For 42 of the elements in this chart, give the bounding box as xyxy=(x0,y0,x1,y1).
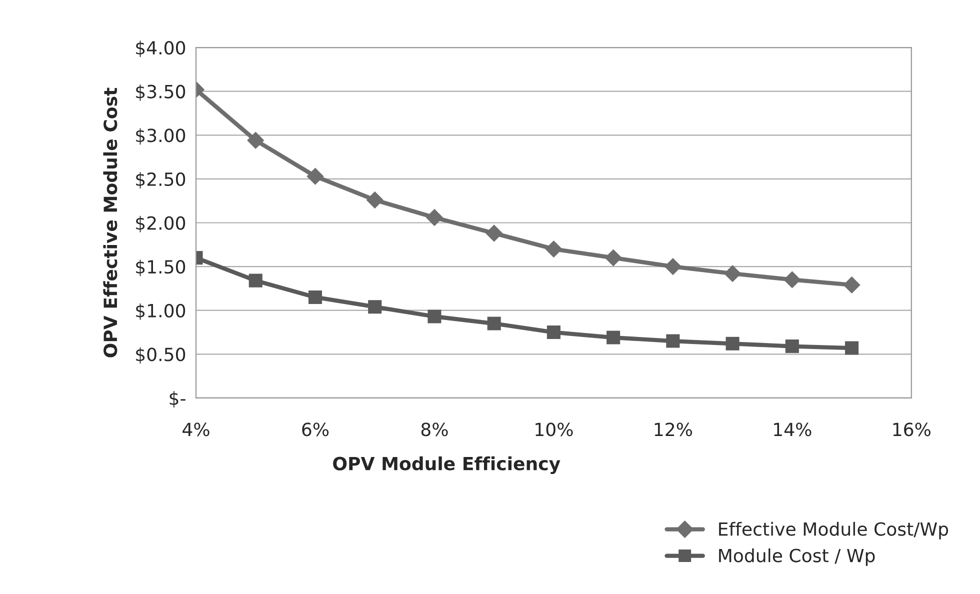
point xyxy=(545,240,562,258)
y-tick-label: $3.00 xyxy=(136,128,186,145)
x-tick-label: 6% xyxy=(302,422,329,436)
point xyxy=(426,209,443,226)
point xyxy=(726,336,740,350)
point xyxy=(486,224,502,242)
point xyxy=(604,249,622,266)
point xyxy=(664,258,682,275)
point xyxy=(606,330,620,344)
point xyxy=(785,340,799,354)
y-tick-label: $3.50 xyxy=(136,84,186,101)
y-tick-label: $2.50 xyxy=(136,172,186,188)
point xyxy=(784,271,801,288)
x-tick-label: 10% xyxy=(536,422,573,436)
point xyxy=(666,334,680,348)
x-tick-label: 12% xyxy=(654,422,692,436)
point xyxy=(724,265,741,282)
y-tick-label: $1.00 xyxy=(136,304,186,320)
point xyxy=(845,341,859,355)
y-tick-label: $2.00 xyxy=(136,216,186,232)
y-axis-title: OPV Effective Module Cost xyxy=(103,88,118,358)
x-tick-label: 16% xyxy=(893,422,930,436)
y-tick-label: $0.50 xyxy=(136,347,186,364)
x-tick-label: 4% xyxy=(182,422,210,436)
point xyxy=(843,276,860,294)
point xyxy=(546,326,560,340)
y-tick-label: $1.50 xyxy=(136,260,186,276)
x-axis-title: OPV Module Efficiency xyxy=(333,456,560,474)
point xyxy=(368,300,382,314)
point xyxy=(248,274,262,288)
legend-label: Module Cost / Wp xyxy=(719,548,875,566)
x-tick-label: 8% xyxy=(421,422,448,436)
legend-label: Effective Module Cost/Wp xyxy=(719,522,948,540)
point xyxy=(366,192,384,208)
point xyxy=(308,290,322,304)
y-tick-label: $- xyxy=(170,391,186,408)
point xyxy=(306,168,324,185)
point xyxy=(487,316,501,330)
point xyxy=(428,310,442,324)
x-tick-label: 14% xyxy=(774,422,812,436)
y-tick-label: $4.00 xyxy=(136,40,186,58)
point xyxy=(247,132,264,149)
